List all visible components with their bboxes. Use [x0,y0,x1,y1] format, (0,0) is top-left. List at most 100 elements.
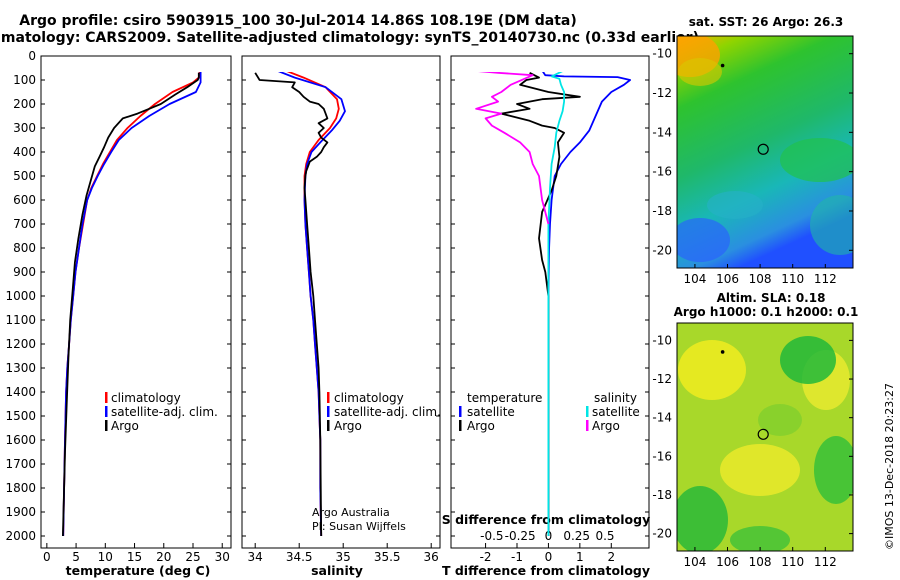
x-tick-label: 34 [248,550,263,564]
sla-map-title-line2: Argo h1000: 0.1 h2000: 0.1 [674,305,859,319]
sla-map-markers [720,350,769,440]
map-y-tick-label: -10 [652,333,672,347]
depth-tick-label: 700 [13,217,36,231]
x-tick-label: 34.5 [286,550,313,564]
imos-watermark: ©IMOS 13-Dec-2018 20:23:27 [883,383,896,550]
salinity-legend: climatology satellite-adj. clim. Argo [327,391,441,433]
figure-title-line1: Argo profile: csiro 5903915_100 30-Jul-2… [19,13,577,29]
legend-swatch-salinity-satellite [586,406,589,417]
map-x-tick-label: 110 [781,272,804,286]
x-tick-label: 35.5 [374,550,401,564]
legend-label-argo: Argo [111,419,139,433]
sla-low-patch-2 [677,486,728,551]
legend-title-salinity: salinity [594,391,637,405]
series-line-argo [254,72,329,537]
x-tick-label: 2 [607,550,615,564]
map-x-tick-label: 106 [716,555,739,569]
series-line-satellite-adj-clim- [62,72,202,537]
map-y-tick-label: -16 [652,449,672,463]
sst-map-image [677,36,853,268]
difference-panel-frame [450,55,650,549]
depth-tick-label: 500 [13,169,36,183]
legend-label-climatology: climatology [334,391,404,405]
depth-tick-label: 1100 [5,313,36,327]
x-tick-label: 5 [72,550,80,564]
depth-axis: 0 100 200 300 400 500 600 700 800 900 1000 1100 1200… [5,49,649,543]
profile-location-marker [757,428,769,440]
depth-tick-label: 1200 [5,337,36,351]
salinity-axis-label: salinity [311,563,363,578]
top-tick-label: -0.25 [505,529,536,543]
legend-swatch-climatology [327,392,330,403]
legend-label-argo: Argo [334,419,362,433]
legend-swatch-salinity-argo [586,420,589,431]
profile-location-marker [757,143,769,155]
sst-map-markers [720,63,769,155]
legend-label-satellite-adj: satellite-adj. clim. [334,405,441,419]
depth-tick-label: 200 [13,97,36,111]
difference-series [475,72,631,536]
legend-label-salinity-satellite: satellite [592,405,640,419]
credit-line1: Argo Australia [312,506,390,519]
s-difference-axis-label: S difference from climatology [442,512,651,527]
legend-label-satellite-adj: satellite-adj. clim. [111,405,218,419]
legend-label-temperature-argo: Argo [467,419,495,433]
series-line-salinity-argo [475,72,550,225]
difference-legend: temperature salinity satellite Argo sate… [459,391,640,433]
top-tick-label: 0.25 [563,529,590,543]
map-y-tick-label: -16 [652,165,672,179]
depth-tick-label: 300 [13,121,36,135]
series-line-climatology [286,72,340,537]
map-y-tick-label: -20 [652,243,672,257]
salinity-x-axis: 34 34.5 35 35.5 36 [248,543,439,564]
map-x-tick-label: 112 [814,272,837,286]
map-x-tick-label: 108 [749,272,772,286]
sla-map-axes: 104 106 108 110 112 -10 -12 -14 -16 -18 -20 [652,333,853,569]
map-y-tick-label: -20 [652,527,672,541]
x-tick-label: 35 [336,550,351,564]
series-line-temperature-argo [500,72,581,536]
temperature-series [62,72,202,537]
sst-teal-patch [810,195,853,255]
x-tick-label: 10 [98,550,113,564]
sla-high-patch [678,340,746,400]
map-x-tick-label: 108 [749,555,772,569]
sla-low-patch-4 [730,526,790,551]
depth-tick-label: 1600 [5,433,36,447]
x-tick-label: 25 [185,550,200,564]
legend-label-temperature-satellite: satellite [467,405,515,419]
temperature-panel-frame [40,55,232,549]
x-tick-label: 15 [127,550,142,564]
depth-tick-label: 1300 [5,361,36,375]
temperature-legend: climatology satellite-adj. clim. Argo [105,391,218,433]
legend-swatch-satellite-adj [105,406,108,417]
legend-title-temperature: temperature [467,391,542,405]
sst-cool-patch-2 [707,191,763,219]
temperature-axis-label: temperature (deg C) [66,563,211,578]
figure-title-line2: Climatology: CARS2009. Satellite-adjuste… [0,30,699,46]
x-tick-label: 36 [424,550,439,564]
small-location-marker [720,63,725,68]
sla-map-image [677,323,853,551]
x-tick-label: 1 [576,550,584,564]
depth-tick-label: 1700 [5,457,36,471]
depth-tick-label: 1500 [5,409,36,423]
depth-tick-label: 1900 [5,505,36,519]
map-x-tick-label: 112 [814,555,837,569]
legend-swatch-argo [105,420,108,431]
map-y-tick-label: -10 [652,47,672,61]
x-tick-label: 0 [545,550,553,564]
depth-tick-label: 600 [13,193,36,207]
top-tick-label: 0.5 [595,529,614,543]
temperature-x-axis: 0 5 10 15 20 25 30 [43,543,230,564]
legend-label-climatology: climatology [111,391,181,405]
map-y-tick-label: -14 [652,125,672,139]
map-y-tick-label: -18 [652,204,672,218]
depth-tick-label: 800 [13,241,36,255]
salinity-panel-frame [241,55,441,549]
top-tick-label: -0.5 [480,529,503,543]
salinity-difference-axis: -0.5 -0.25 0 0.25 0.5 [480,529,614,543]
x-tick-label: 30 [215,550,230,564]
series-line-argo [62,72,200,537]
